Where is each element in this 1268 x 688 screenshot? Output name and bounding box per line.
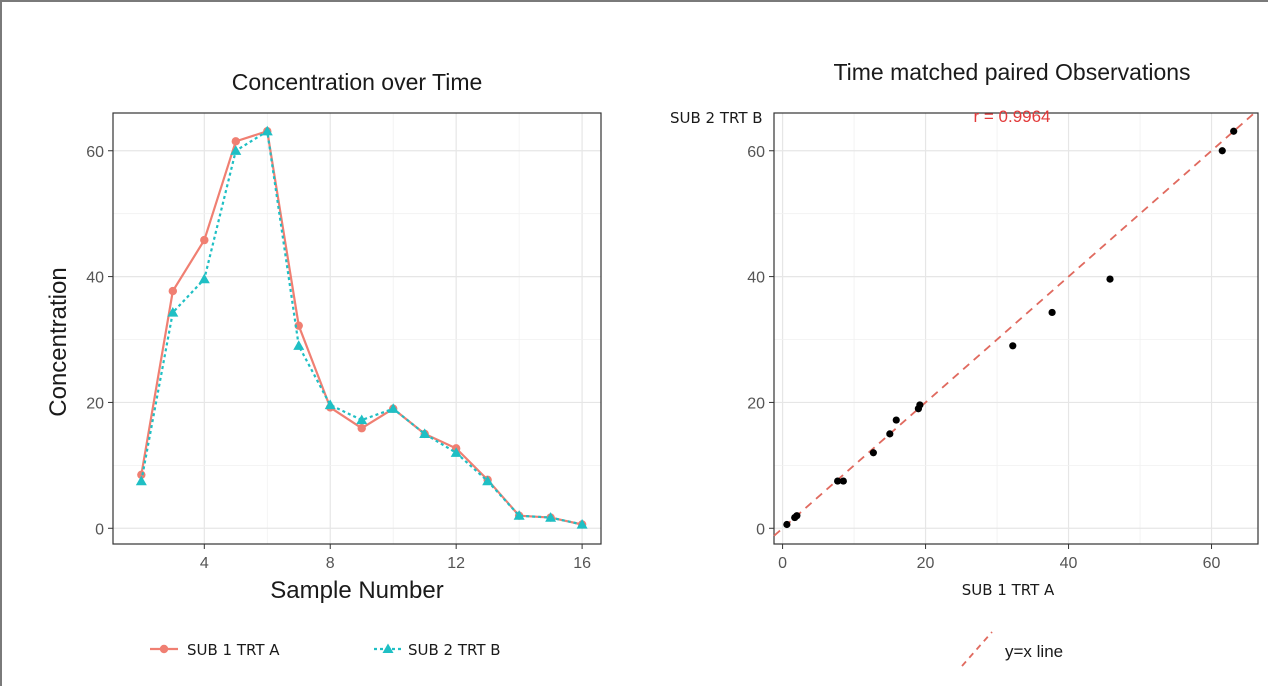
legend-marker xyxy=(159,644,169,654)
data-point xyxy=(135,475,147,486)
y-axis-label: Concentration xyxy=(45,267,72,416)
data-point xyxy=(419,428,431,439)
legend-label: SUB 1 TRT A xyxy=(187,641,280,659)
scatter-chart: 0 20 40 60 0 20 40 60 Time matched paired Observ… xyxy=(670,59,1259,667)
legend-label: y=x line xyxy=(1005,642,1063,661)
data-point xyxy=(198,273,210,284)
data-point xyxy=(167,306,179,317)
grid xyxy=(774,113,1258,544)
data-point xyxy=(1009,342,1017,350)
legend: SUB 1 TRT A SUB 2 TRT B xyxy=(150,641,501,659)
x-tick-label: 12 xyxy=(447,555,465,572)
plot-frame xyxy=(112,112,602,545)
data-point xyxy=(261,125,273,136)
chart-title: Concentration over Time xyxy=(232,69,483,95)
grid xyxy=(113,113,601,544)
series-2 xyxy=(135,125,588,529)
x-tick-label: 40 xyxy=(1060,555,1078,572)
x-axis-label: SUB 1 TRT A xyxy=(962,581,1055,599)
data-point xyxy=(793,512,801,520)
y-tick-label: 0 xyxy=(756,521,765,538)
y-tick-label: 20 xyxy=(86,395,104,412)
data-point xyxy=(545,512,557,522)
points xyxy=(783,127,1238,529)
data-point xyxy=(886,430,894,438)
x-axis-label: Sample Number xyxy=(270,577,443,604)
data-point xyxy=(1048,308,1056,317)
series-line xyxy=(140,129,583,526)
data-point xyxy=(356,414,368,425)
legend-label: SUB 2 TRT B xyxy=(408,641,501,659)
data-point xyxy=(916,401,924,409)
x-tick-label: 20 xyxy=(917,555,935,572)
data-point xyxy=(839,477,847,485)
y-tick-label: 60 xyxy=(747,144,765,161)
data-point xyxy=(230,145,242,155)
data-point xyxy=(293,340,305,350)
data-point xyxy=(576,518,588,529)
data-point xyxy=(1218,147,1226,155)
data-point xyxy=(231,137,240,146)
data-point xyxy=(834,477,842,485)
data-point xyxy=(294,321,303,330)
x-tick-label: 4 xyxy=(200,555,209,572)
data-point xyxy=(513,510,525,520)
x-tick-label: 16 xyxy=(573,555,591,572)
line-chart: 4 8 12 16 0 20 40 60 Concentration over Time Samp… xyxy=(45,69,602,659)
x-tick-label: 60 xyxy=(1203,555,1221,572)
data-point xyxy=(892,416,900,424)
reference-line-yx xyxy=(773,112,1256,537)
data-point xyxy=(168,286,178,296)
data-point xyxy=(357,424,366,433)
legend-line xyxy=(961,631,993,667)
legend: y=x line xyxy=(961,631,1063,667)
correlation-annotation: r = 0.9964 xyxy=(973,107,1050,126)
plot-frame xyxy=(773,112,1259,545)
x-tick-label: 8 xyxy=(326,555,335,572)
data-point xyxy=(482,475,494,486)
chart-title: Time matched paired Observations xyxy=(833,59,1190,85)
data-point xyxy=(387,403,399,413)
data-point xyxy=(324,399,336,410)
y-axis-label: SUB 2 TRT B xyxy=(670,109,763,127)
data-point xyxy=(450,447,462,457)
legend-marker xyxy=(382,643,394,653)
y-tick-label: 0 xyxy=(95,521,104,538)
y-tick-label: 40 xyxy=(86,270,104,287)
data-point xyxy=(869,449,877,457)
data-point xyxy=(1230,127,1238,135)
data-point xyxy=(1106,275,1114,283)
y-tick-label: 20 xyxy=(747,395,765,412)
x-tick-label: 0 xyxy=(778,555,787,572)
data-point xyxy=(783,520,791,529)
y-tick-label: 40 xyxy=(747,270,765,287)
data-point xyxy=(200,235,209,245)
y-tick-label: 60 xyxy=(86,144,104,161)
